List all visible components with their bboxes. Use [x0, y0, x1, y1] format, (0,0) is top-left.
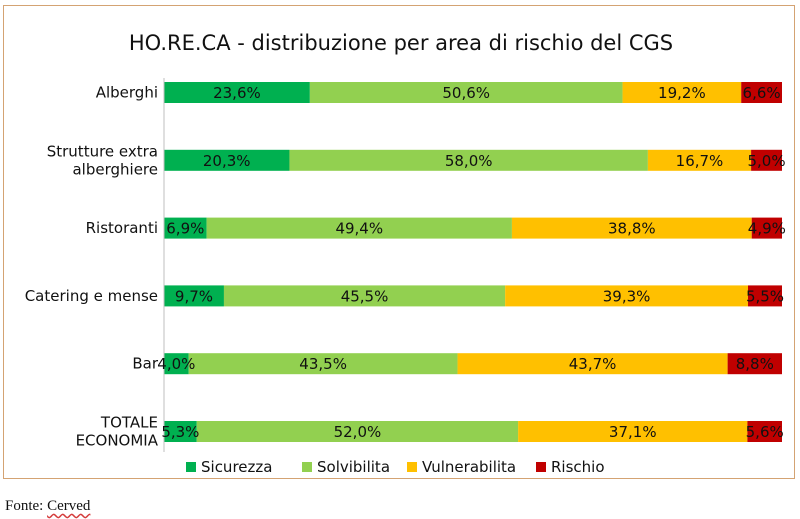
- bar-rischio: [748, 285, 782, 307]
- data-label: 49,4%: [335, 220, 383, 238]
- bar-sicurezza: [164, 421, 197, 442]
- legend-label: Sicurezza: [201, 458, 272, 476]
- bar-sicurezza: [164, 82, 310, 103]
- legend-swatch: [536, 462, 546, 472]
- bar-vulnerabilita: [518, 421, 748, 442]
- bar-sicurezza: [164, 217, 207, 239]
- data-label: 50,6%: [442, 84, 490, 102]
- bar-vulnerabilita: [622, 82, 742, 103]
- data-label: 6,6%: [743, 84, 781, 102]
- source-note: Fonte: Cerved: [5, 498, 90, 515]
- legend-swatch: [186, 462, 196, 472]
- data-label: 23,6%: [213, 84, 261, 102]
- category-label: Alberghi: [96, 84, 158, 102]
- legend-swatch: [302, 462, 312, 472]
- data-label: 52,0%: [334, 423, 382, 441]
- bar-sicurezza: [164, 353, 189, 375]
- bar-solvibilita: [196, 421, 519, 442]
- bar-rischio: [727, 353, 782, 375]
- bar-rischio: [747, 421, 782, 442]
- chart-frame: HO.RE.CA - distribuzione per area di ris…: [3, 5, 795, 479]
- bar-vulnerabilita: [647, 149, 752, 171]
- category-label: TOTALE: [100, 414, 158, 432]
- bar-vulnerabilita: [511, 217, 752, 239]
- category-label: Bar: [132, 355, 158, 373]
- chart-svg: HO.RE.CA - distribuzione per area di ris…: [25, 31, 786, 476]
- data-label: 8,8%: [736, 355, 774, 373]
- bar-solvibilita: [309, 82, 623, 103]
- data-label: 20,3%: [203, 152, 251, 170]
- bar-solvibilita: [289, 149, 648, 171]
- data-label: 5,0%: [747, 152, 785, 170]
- bar-vulnerabilita: [457, 353, 728, 375]
- data-label: 43,5%: [299, 355, 347, 373]
- bar-rischio: [741, 82, 782, 103]
- legend-label: Vulnerabilita: [422, 458, 516, 476]
- data-label: 37,1%: [609, 423, 657, 441]
- legend-item-vulnerabilita: Vulnerabilita: [407, 458, 516, 476]
- category-label: ECONOMIA: [76, 432, 159, 450]
- data-label: 4,9%: [748, 220, 786, 238]
- category-label: Ristoranti: [86, 219, 158, 237]
- legend: Sicurezza Solvibilita Vulnerabilita Rischio: [186, 458, 605, 476]
- legend-label: Rischio: [551, 458, 605, 476]
- bar-sicurezza: [164, 285, 224, 307]
- data-label: 6,9%: [166, 220, 204, 238]
- bar-sicurezza: [164, 149, 290, 171]
- data-label: 16,7%: [676, 152, 724, 170]
- data-label: 38,8%: [608, 220, 656, 238]
- data-label: 39,3%: [603, 287, 651, 305]
- legend-label: Solvibilita: [317, 458, 390, 476]
- data-labels: 23,6% 50,6% 19,2% 6,6% 20,3% 58,0% 16,7% 5,0% 6,…: [157, 84, 786, 441]
- data-label: 5,3%: [161, 423, 199, 441]
- category-label: alberghiere: [72, 160, 158, 178]
- source-prefix: Fonte:: [5, 498, 48, 514]
- data-label: 58,0%: [445, 152, 493, 170]
- category-label: Strutture extra: [47, 142, 158, 160]
- legend-swatch: [407, 462, 417, 472]
- data-label: 43,7%: [569, 355, 617, 373]
- bar-solvibilita: [223, 285, 506, 307]
- data-label: 5,5%: [746, 287, 784, 305]
- bar-solvibilita: [188, 353, 458, 375]
- bar-vulnerabilita: [505, 285, 749, 307]
- category-label: Catering e mense: [25, 287, 158, 305]
- chart-title: HO.RE.CA - distribuzione per area di ris…: [129, 31, 673, 55]
- data-label: 45,5%: [341, 287, 389, 305]
- bar-solvibilita: [206, 217, 512, 239]
- bar-rischio: [751, 217, 782, 239]
- legend-item-rischio: Rischio: [536, 458, 605, 476]
- data-label: 5,6%: [746, 423, 784, 441]
- data-label: 9,7%: [175, 287, 213, 305]
- data-label: 19,2%: [658, 84, 706, 102]
- bar-rischio: [751, 149, 782, 171]
- source-name: Cerved: [47, 498, 91, 514]
- legend-item-sicurezza: Sicurezza: [186, 458, 272, 476]
- legend-item-solvibilita: Solvibilita: [302, 458, 390, 476]
- data-label: 4,0%: [157, 355, 195, 373]
- bar-area: [164, 82, 782, 442]
